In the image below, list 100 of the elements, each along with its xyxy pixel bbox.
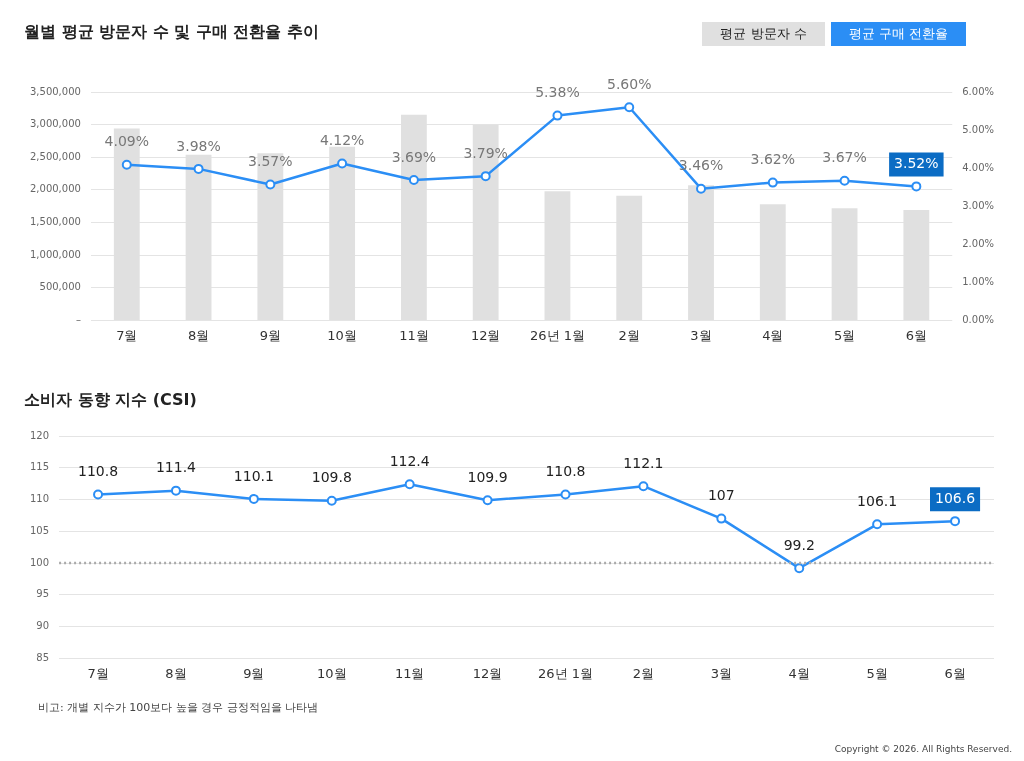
data-label: 110.1 xyxy=(233,467,274,484)
data-label: 99.2 xyxy=(783,536,815,553)
point xyxy=(248,493,259,504)
x-tick-label: 5월 xyxy=(866,665,888,681)
y-tick-label: 85 xyxy=(36,651,50,663)
point xyxy=(408,174,419,185)
y-tick-label: 105 xyxy=(29,524,50,536)
y2-tick-label: 4.00% xyxy=(962,161,995,173)
point xyxy=(404,479,415,490)
y-tick-label: 120 xyxy=(29,429,50,441)
data-label: 106.6 xyxy=(935,489,976,506)
text: Copyright © 2026. All Rights Reserved. xyxy=(834,744,1012,754)
data-label: 112.1 xyxy=(623,454,664,471)
data-label: 3.67% xyxy=(822,149,867,166)
x-tick-label: 8월 xyxy=(165,665,187,681)
x-tick-label: 6월 xyxy=(944,665,966,681)
x-tick-label: 10월 xyxy=(327,327,357,343)
y-tick-label: 110 xyxy=(29,493,50,505)
text: 평균 방문자 수 xyxy=(702,22,825,46)
data-label: 111.4 xyxy=(155,459,197,476)
y-tick-label: 3,000,000 xyxy=(29,118,81,130)
x-tick-label: 26년 1월 xyxy=(529,327,585,343)
point xyxy=(560,489,571,500)
y-tick-label: 3,500,000 xyxy=(29,85,81,97)
text: 평균 구매 전환율 xyxy=(830,22,966,46)
point xyxy=(480,171,491,182)
x-tick-label: 4월 xyxy=(762,327,784,343)
y-tick-label: 115 xyxy=(29,461,50,473)
point xyxy=(638,481,649,492)
point xyxy=(624,102,635,113)
x-tick-label: 7월 xyxy=(87,665,109,681)
data-label: 3.46% xyxy=(678,157,724,174)
point xyxy=(552,110,563,121)
data-label: 5.60% xyxy=(606,75,652,92)
data-label: 107 xyxy=(707,487,735,504)
point xyxy=(193,163,204,174)
point xyxy=(839,175,850,186)
chart-title: 월별 평균 방문자 수 및 구매 전환율 추이 xyxy=(24,22,319,43)
y-tick-label: 2,000,000 xyxy=(29,183,81,195)
point xyxy=(326,495,337,506)
point xyxy=(872,519,883,530)
point xyxy=(696,183,707,194)
x-tick-label: 5월 xyxy=(833,327,856,343)
data-label: 110.8 xyxy=(77,463,119,480)
data-label: 3.57% xyxy=(248,153,293,170)
point xyxy=(121,159,132,170)
data-label: 5.38% xyxy=(535,84,580,101)
y-tick-label: 1,000,000 xyxy=(29,248,81,260)
point xyxy=(794,563,805,574)
data-label: 109.9 xyxy=(467,468,508,485)
x-tick-label: 11월 xyxy=(394,665,425,681)
x-tick-label: 4월 xyxy=(788,665,810,681)
x-tick-label: 8월 xyxy=(187,327,210,343)
point xyxy=(950,516,961,527)
x-tick-label: 2월 xyxy=(618,327,640,343)
x-tick-label: 3월 xyxy=(690,327,712,343)
data-label: 106.1 xyxy=(857,492,898,509)
point xyxy=(265,179,276,190)
y2-tick-label: 6.00% xyxy=(962,85,995,97)
data-label: 3.52% xyxy=(894,155,939,172)
x-tick-label: 10월 xyxy=(317,665,347,681)
x-tick-label: 9월 xyxy=(259,327,281,343)
point xyxy=(767,177,778,188)
chart-title: 소비자 동향 지수 (CSI) xyxy=(24,390,197,411)
point xyxy=(170,485,181,496)
data-label: 3.98% xyxy=(176,137,221,154)
data-label: 3.69% xyxy=(391,148,437,165)
point xyxy=(716,513,727,524)
x-tick-label: 3월 xyxy=(710,665,732,681)
y-tick-label: 90 xyxy=(36,620,50,632)
x-tick-label: 2월 xyxy=(632,665,655,681)
point xyxy=(911,181,922,192)
y2-tick-label: 0.00% xyxy=(962,313,995,325)
data-label: 3.79% xyxy=(463,144,508,161)
y-tick-label: 2,500,000 xyxy=(29,150,81,162)
y-tick-label: 100 xyxy=(29,556,50,568)
y2-tick-label: 5.00% xyxy=(962,123,995,135)
x-tick-label: 12월 xyxy=(472,665,503,681)
data-label: 110.8 xyxy=(545,463,586,480)
x-tick-label: 12월 xyxy=(470,327,501,343)
point xyxy=(482,495,493,506)
data-label: 4.12% xyxy=(319,132,365,149)
y-tick-label: 1,500,000 xyxy=(29,216,81,228)
data-label: 4.09% xyxy=(104,133,150,150)
x-tick-label: 26년 1월 xyxy=(538,665,593,681)
y2-tick-label: 3.00% xyxy=(962,199,995,211)
y-tick-label: 500,000 xyxy=(39,281,81,293)
point xyxy=(337,158,348,169)
data-label: 112.4 xyxy=(389,452,430,469)
data-label: 3.62% xyxy=(750,151,796,168)
x-tick-label: 6월 xyxy=(905,327,927,343)
y2-tick-label: 1.00% xyxy=(962,275,995,287)
text: 비고: 개별 지수가 100보다 높을 경우 긍정적임을 나타냄 xyxy=(38,700,319,715)
x-tick-label: 11월 xyxy=(399,327,429,343)
x-tick-label: 9월 xyxy=(243,665,265,681)
y-tick-label: 95 xyxy=(36,588,50,600)
y2-tick-label: 2.00% xyxy=(962,237,995,249)
x-tick-label: 7월 xyxy=(116,327,138,343)
data-label: 109.8 xyxy=(311,469,352,486)
y-tick-label: – xyxy=(75,313,81,325)
